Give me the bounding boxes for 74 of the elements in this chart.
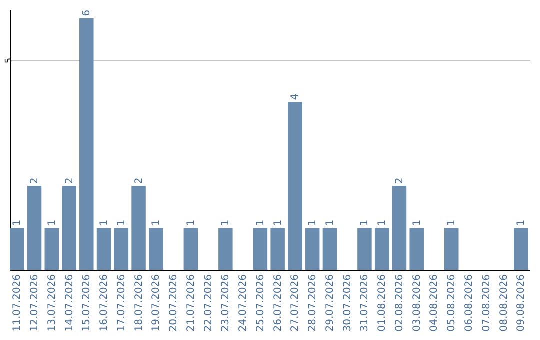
data-label: 6 <box>82 10 93 16</box>
data-label: 1 <box>99 220 110 226</box>
data-label: 1 <box>446 220 458 226</box>
bar <box>27 186 42 270</box>
x-tick-label: 07.08.2026 <box>481 274 492 332</box>
x-tick-label: 04.08.2026 <box>429 274 440 332</box>
x-tick-label: 22.07.2026 <box>203 274 214 332</box>
bar <box>444 228 459 270</box>
x-tick-label: 08.08.2026 <box>498 274 510 332</box>
x-tick-label: 14.07.2026 <box>64 274 76 332</box>
x-tick-label: 28.07.2026 <box>308 274 319 332</box>
bar <box>149 228 164 270</box>
data-label: 1 <box>186 220 197 226</box>
bar <box>358 228 372 270</box>
bar <box>410 228 424 270</box>
data-label: 1 <box>220 220 232 226</box>
data-label: 1 <box>151 220 162 226</box>
bar <box>96 228 112 270</box>
x-tick-label: 15.07.2026 <box>82 274 93 332</box>
bar <box>132 186 146 270</box>
bar <box>514 228 528 270</box>
x-tick-label: 13.07.2026 <box>46 274 58 332</box>
bar <box>184 228 198 270</box>
data-label: 1 <box>272 220 284 226</box>
bar <box>62 186 76 270</box>
x-tick-label: 02.08.2026 <box>394 274 406 332</box>
data-label: 1 <box>308 220 319 226</box>
bar <box>218 228 233 270</box>
data-label: 1 <box>516 220 528 226</box>
data-label: 1 <box>412 220 423 226</box>
x-tick-label: 11.07.2026 <box>12 274 24 332</box>
data-label: 1 <box>116 220 128 226</box>
x-tick-label: 18.07.2026 <box>134 274 145 332</box>
x-tick-label: 29.07.2026 <box>324 274 336 332</box>
x-tick-label: 31.07.2026 <box>360 274 371 332</box>
x-tick-label: 01.08.2026 <box>377 274 388 332</box>
bar <box>305 228 320 270</box>
x-tick-label: 24.07.2026 <box>238 274 250 332</box>
x-tick-label: 30.07.2026 <box>342 274 354 332</box>
bar <box>374 228 390 270</box>
data-label: 2 <box>30 178 41 184</box>
x-tick-label: 05.08.2026 <box>446 274 458 332</box>
x-tick-label: 06.08.2026 <box>464 274 475 332</box>
x-tick-label: 03.08.2026 <box>412 274 423 332</box>
bar <box>80 18 94 270</box>
x-tick-label: 26.07.2026 <box>272 274 284 332</box>
bar <box>10 228 24 270</box>
bar <box>114 228 129 270</box>
x-tick-label: 09.08.2026 <box>516 274 528 332</box>
x-tick-label: 20.07.2026 <box>168 274 180 332</box>
data-label: 1 <box>255 220 266 226</box>
data-label: 1 <box>324 220 336 226</box>
x-tick-label: 19.07.2026 <box>151 274 162 332</box>
bar <box>322 228 338 270</box>
bar <box>270 228 285 270</box>
bar <box>392 186 407 270</box>
x-tick-label: 27.07.2026 <box>290 274 302 332</box>
data-label: 2 <box>394 178 406 184</box>
x-tick-label: 23.07.2026 <box>220 274 232 332</box>
x-tick-label: 25.07.2026 <box>255 274 266 332</box>
data-label: 1 <box>360 220 371 226</box>
x-tick-label: 12.07.2026 <box>30 274 41 332</box>
bar <box>288 102 302 270</box>
x-tick-label: 17.07.2026 <box>116 274 128 332</box>
data-label: 1 <box>12 220 24 226</box>
x-tick-label: 16.07.2026 <box>99 274 110 332</box>
data-label: 1 <box>377 220 388 226</box>
bar <box>253 228 268 270</box>
bar <box>44 228 60 270</box>
data-label: 1 <box>46 220 58 226</box>
data-label: 2 <box>64 178 76 184</box>
x-tick-label: 21.07.2026 <box>186 274 197 332</box>
data-label: 4 <box>290 94 302 100</box>
data-label: 2 <box>134 178 145 184</box>
